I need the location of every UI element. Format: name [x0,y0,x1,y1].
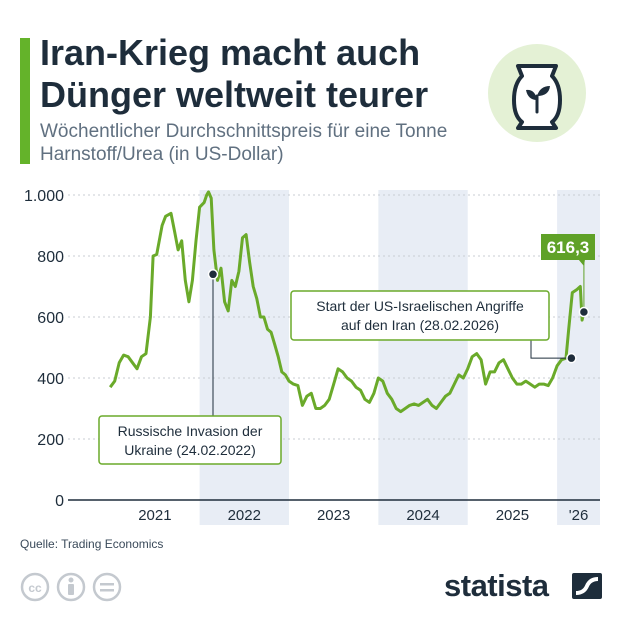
brand-name: statista [444,568,549,603]
annotation-marker [207,269,219,280]
last-value-marker [578,306,590,318]
title-accent-bar [20,38,30,164]
x-tick-label: 2023 [317,507,350,524]
annotation-box [290,290,550,341]
y-tick-label: 400 [37,371,64,388]
last-value-label-text: 616,3 [547,238,590,257]
chart-title: Iran-Krieg macht auch Dünger weltweit te… [40,32,429,115]
x-tick-label: 2021 [138,507,171,524]
license-icons: cc [20,572,130,602]
x-tick-label: 2024 [406,507,439,524]
y-tick-label: 200 [37,432,64,449]
annotation-box [98,415,282,465]
y-tick-label: 600 [37,310,64,327]
y-tick-label: 800 [37,249,64,266]
annotations: Russische Invasion der Ukraine (24.02.202… [98,260,590,465]
y-tick-label: 0 [55,493,64,510]
svg-text:cc: cc [28,581,42,595]
creative-commons-icon: cc [20,572,50,602]
y-axis: 0 200 400 600 800 1.000 [24,188,64,510]
x-tick-label: 2025 [496,507,529,524]
year-shade-band [378,190,468,525]
year-shading [199,190,600,525]
annotation-leader-line [530,340,572,359]
x-tick-label: 2022 [228,507,261,524]
x-axis: 2021 2022 2023 2024 2025 '26 [138,507,588,524]
x-tick-label: '26 [569,507,589,524]
annotation-text-invasion: Russische Invasion der Ukraine (24.02.202… [118,423,263,458]
statista-logo-mark [572,573,602,599]
chart-subtitle: Wöchentlicher Durchschnittspreis für ein… [40,121,448,165]
urea-price-line-chart: 0 200 400 600 800 1.000 2021 2022 2023 2024 2025 '… [24,188,600,525]
last-value-label-box [541,234,595,266]
annotation-text-iran: Start der US-Israelischen Angriffe auf de… [316,298,524,333]
source-note: Quelle: Trading Economics [20,537,164,551]
last-value-label: 616,3 [541,234,595,266]
annotation-marker [566,352,577,364]
no-derivatives-icon [92,572,122,602]
y-tick-label: 1.000 [24,188,64,205]
attribution-icon [56,572,86,602]
series-line [108,190,586,414]
fertilizer-bag-icon [488,44,586,142]
